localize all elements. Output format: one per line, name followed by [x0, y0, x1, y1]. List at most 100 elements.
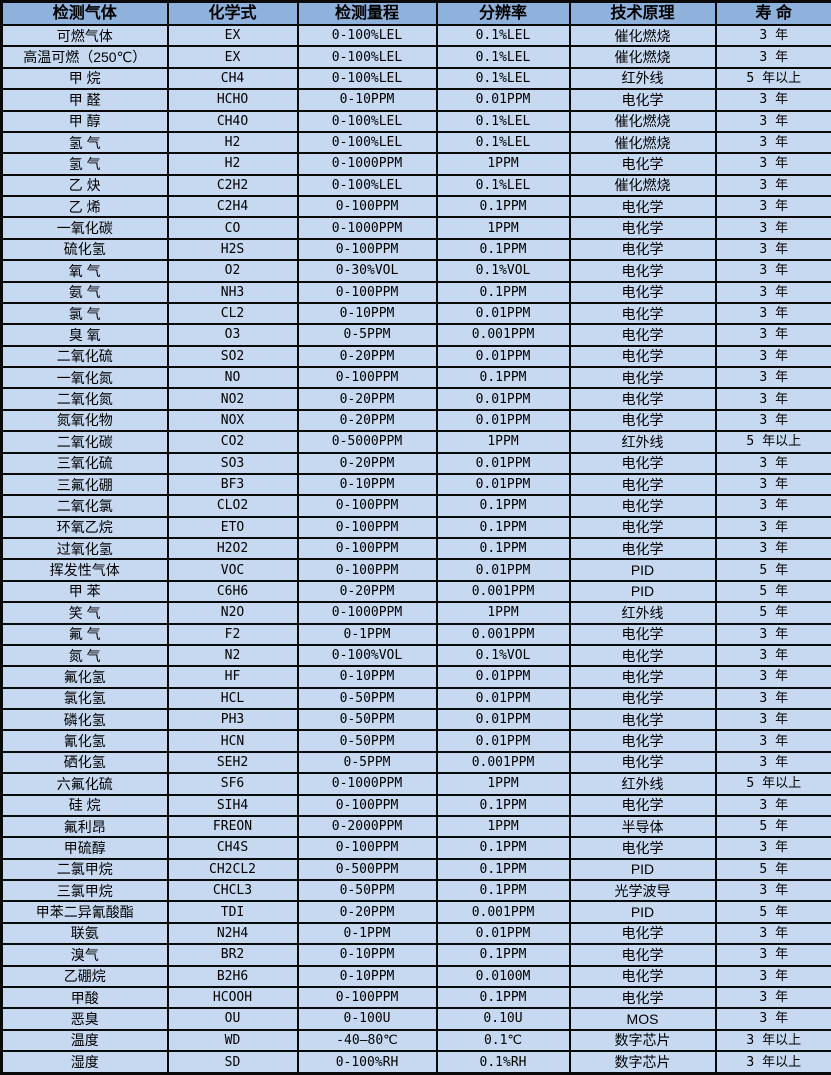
cell-tech-principle: 电化学 [568, 515, 717, 540]
cell-detection-range: 0-100PPM [296, 558, 438, 582]
cell-detection-range: 0-100U [296, 1007, 438, 1031]
cell-chemical-formula: TDI [166, 900, 299, 924]
cell-gas-name: 氢 气 [0, 130, 169, 155]
cell-detection-range: 0-500PPM [296, 857, 438, 882]
cell-lifespan: 3 年 [714, 88, 831, 112]
cell-lifespan: 3 年 [714, 451, 831, 475]
cell-detection-range: 0-1000PPM [296, 216, 438, 240]
cell-lifespan: 3 年 [714, 344, 831, 369]
col-header-formula: 化学式 [166, 0, 299, 26]
cell-resolution: 0.001PPM [435, 323, 571, 347]
cell-resolution: 0.001PPM [435, 579, 571, 604]
cell-lifespan: 3 年 [714, 921, 831, 946]
cell-detection-range: 0-100%LEL [296, 130, 438, 155]
table-row: 甲 苯 C6H6 0-20PPM 0.001PPM PID 5 年 [0, 579, 831, 604]
cell-resolution: 0.01PPM [435, 707, 571, 732]
cell-lifespan: 3 年 [714, 793, 831, 817]
table-row: 硅 烷 SIH4 0-100PPM 0.1PPM 电化学 3 年 [0, 793, 831, 817]
cell-detection-range: 0-10PPM [296, 665, 438, 689]
cell-gas-name: 氧 气 [0, 259, 169, 283]
cell-detection-range: 0-100%VOL [296, 643, 438, 668]
cell-chemical-formula: F2 [166, 622, 299, 646]
cell-chemical-formula: PH3 [166, 707, 299, 732]
cell-gas-name: 可燃气体 [0, 23, 169, 48]
cell-tech-principle: 光学波导 [568, 878, 717, 903]
cell-chemical-formula: SIH4 [166, 793, 299, 817]
cell-resolution: 0.1PPM [435, 536, 571, 561]
cell-gas-name: 溴气 [0, 943, 169, 967]
cell-chemical-formula: H2 [166, 130, 299, 155]
table-row: 恶臭 OU 0-100U 0.10U MOS 3 年 [0, 1007, 831, 1031]
cell-lifespan: 3 年以上 [714, 1050, 831, 1075]
cell-chemical-formula: SD [166, 1050, 299, 1075]
cell-chemical-formula: BR2 [166, 943, 299, 967]
cell-lifespan: 3 年 [714, 45, 831, 69]
cell-tech-principle: 电化学 [568, 622, 717, 646]
cell-gas-name: 一氧化氮 [0, 365, 169, 390]
cell-resolution: 0.0100M [435, 964, 571, 988]
table-row: 乙 炔 C2H2 0-100%LEL 0.1%LEL 催化燃烧 3 年 [0, 173, 831, 198]
cell-detection-range: 0-100%RH [296, 1050, 438, 1075]
cell-lifespan: 3 年 [714, 194, 831, 219]
cell-tech-principle: 电化学 [568, 365, 717, 390]
cell-chemical-formula: CH2CL2 [166, 857, 299, 882]
cell-resolution: 0.1℃ [435, 1028, 571, 1053]
cell-gas-name: 氯化氢 [0, 686, 169, 711]
col-header-principle: 技术原理 [568, 0, 717, 26]
cell-tech-principle: 红外线 [568, 772, 717, 796]
cell-tech-principle: 电化学 [568, 665, 717, 689]
cell-tech-principle: PID [568, 579, 717, 604]
cell-resolution: 0.01PPM [435, 88, 571, 112]
cell-gas-name: 挥发性气体 [0, 558, 169, 582]
cell-detection-range: 0-10PPM [296, 964, 438, 988]
cell-detection-range: 0-100PPM [296, 536, 438, 561]
cell-gas-name: 联氨 [0, 921, 169, 946]
col-header-resolution: 分辨率 [435, 0, 571, 26]
cell-chemical-formula: EX [166, 23, 299, 48]
cell-lifespan: 3 年 [714, 836, 831, 860]
cell-detection-range: 0-100%LEL [296, 45, 438, 69]
cell-detection-range: 0-50PPM [296, 878, 438, 903]
cell-tech-principle: 红外线 [568, 430, 717, 454]
cell-tech-principle: 电化学 [568, 921, 717, 946]
cell-resolution: 0.1PPM [435, 515, 571, 540]
cell-gas-name: 磷化氢 [0, 707, 169, 732]
cell-resolution: 0.01PPM [435, 558, 571, 582]
cell-resolution: 0.01PPM [435, 921, 571, 946]
cell-chemical-formula: CLO2 [166, 494, 299, 518]
cell-detection-range: 0-5PPM [296, 750, 438, 775]
cell-resolution: 0.1%LEL [435, 23, 571, 48]
cell-gas-name: 氟化氢 [0, 665, 169, 689]
table-row: 氟利昂 FREON 0-2000PPM 1PPM 半导体 5 年 [0, 814, 831, 839]
cell-detection-range: 0-100%LEL [296, 66, 438, 91]
cell-resolution: 0.1%LEL [435, 173, 571, 198]
table-row: 氟 气 F2 0-1PPM 0.001PPM 电化学 3 年 [0, 622, 831, 646]
cell-detection-range: 0-100PPM [296, 515, 438, 540]
cell-resolution: 0.1PPM [435, 494, 571, 518]
cell-chemical-formula: OU [166, 1007, 299, 1031]
cell-gas-name: 甲苯二异氰酸酯 [0, 900, 169, 924]
cell-chemical-formula: HF [166, 665, 299, 689]
cell-detection-range: 0-20PPM [296, 387, 438, 411]
cell-lifespan: 3 年以上 [714, 1028, 831, 1053]
cell-lifespan: 5 年 [714, 601, 831, 625]
cell-detection-range: 0-100%LEL [296, 173, 438, 198]
cell-lifespan: 5 年 [714, 857, 831, 882]
cell-lifespan: 3 年 [714, 23, 831, 48]
cell-tech-principle: 电化学 [568, 280, 717, 304]
cell-lifespan: 3 年 [714, 387, 831, 411]
cell-resolution: 0.01PPM [435, 729, 571, 753]
cell-detection-range: 0-20PPM [296, 579, 438, 604]
cell-tech-principle: 电化学 [568, 686, 717, 711]
cell-chemical-formula: HCOOH [166, 985, 299, 1010]
cell-tech-principle: 电化学 [568, 729, 717, 753]
cell-detection-range: 0-10PPM [296, 301, 438, 326]
cell-lifespan: 3 年 [714, 878, 831, 903]
table-row: 六氟化硫 SF6 0-1000PPM 1PPM 红外线 5 年以上 [0, 772, 831, 796]
cell-lifespan: 3 年 [714, 665, 831, 689]
cell-chemical-formula: SF6 [166, 772, 299, 796]
cell-gas-name: 乙 炔 [0, 173, 169, 198]
cell-chemical-formula: EX [166, 45, 299, 69]
cell-lifespan: 3 年 [714, 943, 831, 967]
cell-gas-name: 六氟化硫 [0, 772, 169, 796]
